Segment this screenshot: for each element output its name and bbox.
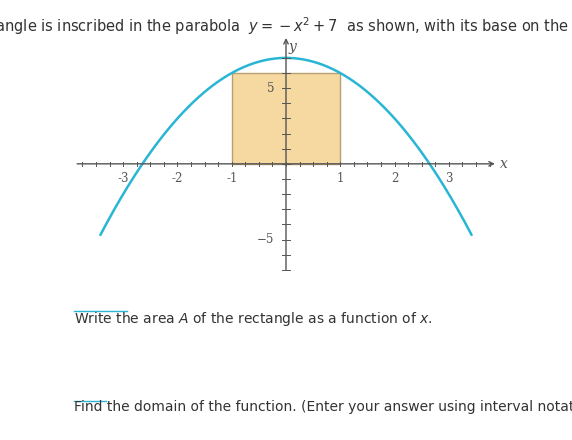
- Text: y: y: [289, 40, 296, 54]
- Text: Write the area $A$ of the rectangle as a function of $x$.: Write the area $A$ of the rectangle as a…: [74, 310, 433, 328]
- Text: Find the domain of the function. (Enter your answer using interval notation.): Find the domain of the function. (Enter …: [74, 400, 572, 414]
- Point: [71, 308, 78, 314]
- Point: [124, 308, 130, 314]
- Text: -2: -2: [172, 172, 183, 185]
- Text: 3: 3: [445, 172, 452, 185]
- Text: -3: -3: [117, 172, 129, 185]
- Bar: [232, 73, 340, 164]
- Text: A rectangle is inscribed in the parabola  $y = -x^2 + 7$  as shown, with its bas: A rectangle is inscribed in the parabola…: [0, 15, 572, 37]
- Text: 5: 5: [267, 82, 274, 95]
- Point: [71, 399, 78, 404]
- Text: x: x: [500, 157, 509, 171]
- Text: −5: −5: [257, 233, 274, 246]
- Text: -1: -1: [226, 172, 237, 185]
- Text: 1: 1: [336, 172, 344, 185]
- Text: 2: 2: [391, 172, 398, 185]
- Point: [102, 399, 109, 404]
